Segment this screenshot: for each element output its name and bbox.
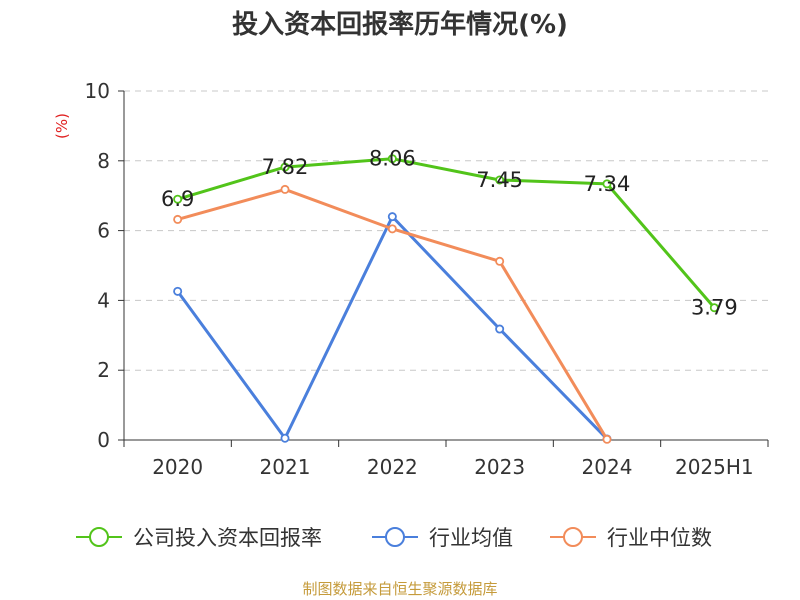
legend-marker xyxy=(89,527,109,547)
data-label: 8.06 xyxy=(369,147,416,171)
y-axis-title: (%) xyxy=(53,113,71,139)
y-tick-label: 4 xyxy=(97,288,110,312)
x-tick-label: 2025H1 xyxy=(675,455,754,479)
data-point xyxy=(495,256,505,266)
y-tick-label: 6 xyxy=(97,219,110,243)
data-label: 7.45 xyxy=(476,168,523,192)
y-tick-label: 8 xyxy=(97,149,110,173)
x-tick-label: 2022 xyxy=(367,455,418,479)
y-tick-label: 2 xyxy=(97,358,110,382)
data-point xyxy=(280,433,290,443)
legend-marker xyxy=(385,527,405,547)
x-tick-label: 2021 xyxy=(260,455,311,479)
data-point xyxy=(387,224,397,234)
series-line xyxy=(177,157,716,309)
data-point xyxy=(387,154,397,164)
y-tick-label: 0 xyxy=(97,428,110,452)
legend-label: 公司投入资本回报率 xyxy=(133,526,322,550)
data-label: 6.9 xyxy=(161,187,194,211)
data-point xyxy=(173,286,183,296)
legend-label: 行业中位数 xyxy=(607,526,712,550)
legend-marker xyxy=(563,527,583,547)
x-tick-label: 2023 xyxy=(474,455,525,479)
y-tick-label: 10 xyxy=(85,79,110,103)
series-line xyxy=(176,215,609,441)
x-tick-label: 2024 xyxy=(582,455,633,479)
data-point xyxy=(602,179,612,189)
data-label: 3.79 xyxy=(691,296,738,320)
data-point xyxy=(280,184,290,194)
data-point xyxy=(709,303,719,313)
data-point xyxy=(173,214,183,224)
data-point xyxy=(495,175,505,185)
data-label: 7.82 xyxy=(262,155,309,179)
data-point xyxy=(280,162,290,172)
data-point xyxy=(387,212,397,222)
data-source-note: 制图数据来自恒生聚源数据库 xyxy=(302,580,498,598)
data-label: 7.34 xyxy=(584,172,631,196)
data-point xyxy=(602,434,612,444)
data-point xyxy=(173,194,183,204)
data-point xyxy=(495,324,505,334)
chart-title: 投入资本回报率历年情况(%) xyxy=(232,10,568,40)
x-tick-label: 2020 xyxy=(152,455,203,479)
legend-label: 行业均值 xyxy=(429,526,513,550)
